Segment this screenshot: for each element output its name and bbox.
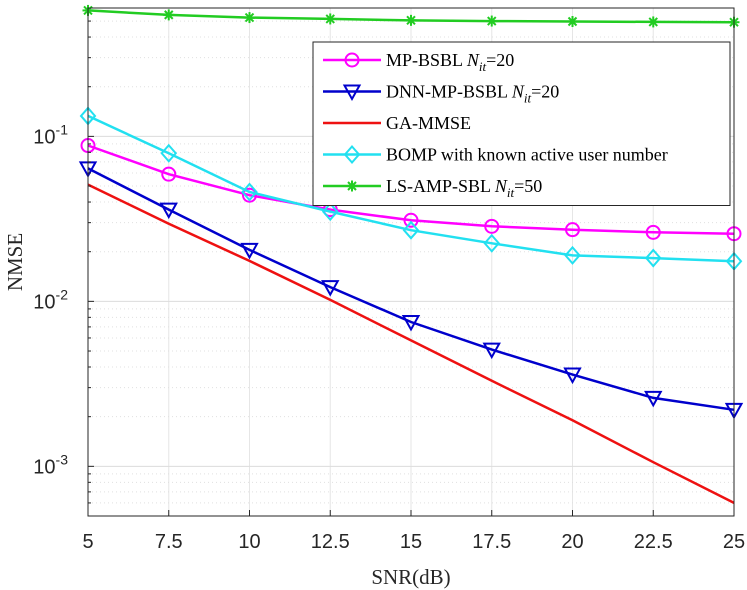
data-point [563, 367, 582, 385]
x-tick-label: 15 [400, 531, 422, 553]
data-point [241, 182, 258, 202]
legend-entry-label: GA-MMSE [386, 113, 471, 133]
x-tick-label: 7.5 [155, 531, 183, 553]
data-point [161, 166, 177, 182]
series-group [78, 4, 744, 505]
legend-entry-label: BOMP with known active user number [386, 145, 668, 165]
data-point [401, 314, 421, 332]
x-tick-label: 22.5 [634, 531, 673, 553]
x-axis-title: SNR(dB) [371, 565, 450, 589]
data-point [644, 248, 662, 268]
y-tick-label: 10-1 [33, 121, 68, 148]
data-point [242, 187, 257, 203]
x-tick-label: 12.5 [311, 531, 350, 553]
legend-entry-label: DNN-MP-BSBL Nit=20 [386, 82, 559, 106]
data-point [644, 390, 663, 408]
y-axis-title: NMSE [3, 233, 27, 291]
data-point [482, 342, 501, 360]
data-point [244, 12, 255, 24]
data-point [160, 143, 178, 163]
data-point [321, 280, 340, 297]
data-point [483, 233, 501, 253]
legend: MP-BSBL Nit=20 DNN-MP-BSBL Nit=20 GA-MMSE B… [312, 41, 731, 206]
legend-box [312, 41, 731, 206]
data-point [405, 14, 417, 26]
series-line [87, 167, 735, 412]
series-line [87, 114, 735, 263]
data-point [163, 9, 175, 21]
data-point [402, 220, 420, 240]
data-point [647, 16, 659, 28]
data-point [324, 13, 336, 25]
legend-entry-label: LS-AMP-SBL Nit=50 [386, 176, 542, 200]
data-point [484, 218, 500, 234]
x-tick-label: 17.5 [472, 531, 511, 553]
data-point [486, 15, 498, 27]
series-line [87, 144, 735, 235]
x-tick-label: 10 [238, 531, 260, 553]
data-point [343, 144, 361, 165]
data-point [159, 202, 178, 220]
data-point [565, 222, 580, 238]
axis-ticks: 5 7.5 10 12.5 15 17.5 20 22.5 25 10-1 10-2 10-3 [33, 20, 745, 553]
data-point [564, 245, 581, 265]
data-point [567, 15, 578, 27]
data-point [240, 242, 259, 260]
x-tick-label: 5 [82, 531, 93, 553]
x-tick-label: 25 [723, 531, 745, 553]
x-tick-label: 20 [561, 531, 583, 553]
data-point [342, 84, 362, 102]
data-point [321, 202, 339, 222]
data-point [346, 180, 358, 192]
data-point [403, 212, 419, 228]
y-tick-label: 10-2 [33, 286, 68, 313]
y-tick-label: 10-3 [33, 451, 68, 478]
data-point [645, 224, 661, 240]
data-point [344, 52, 360, 68]
series-line [87, 183, 735, 505]
legend-entry-label: MP-BSBL Nit=20 [386, 50, 514, 74]
